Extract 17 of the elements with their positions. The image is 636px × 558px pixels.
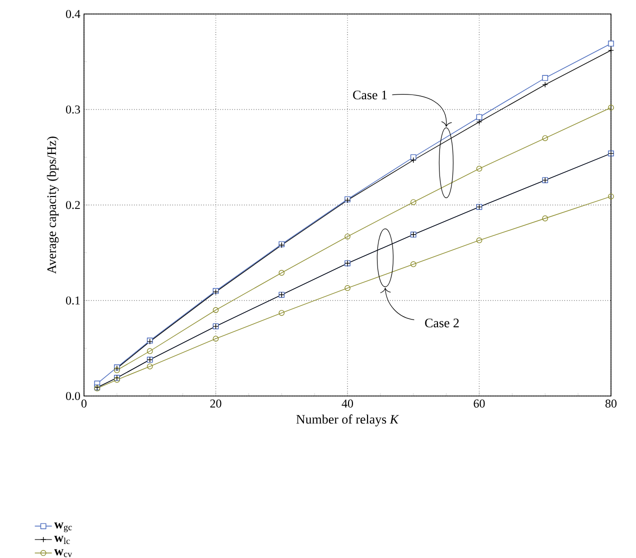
x-tick-label: 80 [605,400,617,408]
y-tick-label: 0.3 [66,105,80,114]
x-axis-title: Number of relays K [296,414,400,426]
legend-label: w$_{cv}$ [54,549,72,558]
y-tick-label: 0.4 [66,10,80,18]
x-tick-label: 40 [342,400,354,408]
y-tick-label: 0.2 [66,200,80,210]
x-tick-label: 20 [210,400,222,408]
annotation: Case 1 [353,90,387,100]
legend-label: w$_{gc}$ [54,522,72,532]
y-tick-label: 0.1 [66,296,80,305]
y-tick-label: 0.0 [66,392,80,400]
x-tick-label: 60 [474,400,485,408]
y-axis-title: Average capacity (bps/Hz) [46,136,59,274]
x-tick-label: 0 [81,400,87,408]
legend-label: w$_{lc}$ [54,536,70,544]
annotation: Case 2 [425,318,459,328]
